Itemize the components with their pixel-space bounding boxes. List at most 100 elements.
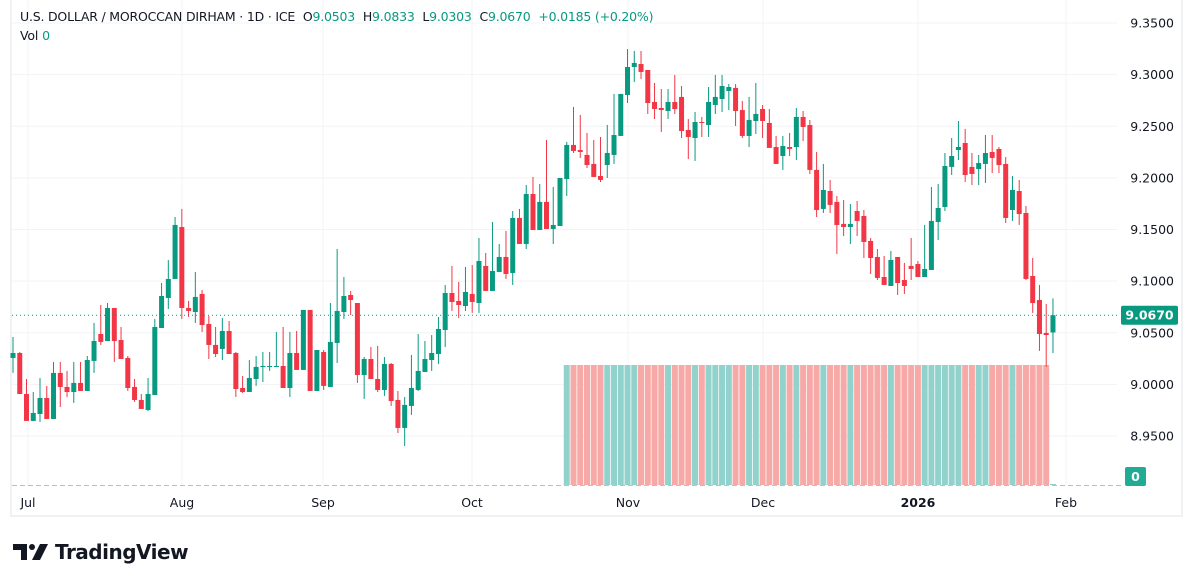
tradingview-logo[interactable]: TradingView [13, 540, 189, 564]
candle-body [841, 223, 847, 228]
candle-body [638, 63, 644, 72]
candle-body [719, 85, 725, 99]
volume-bar [671, 365, 678, 485]
candle-body [827, 190, 833, 205]
logo-text: TradingView [55, 540, 189, 564]
candle-body [935, 208, 941, 222]
volume-bar [746, 365, 753, 485]
candle-body [327, 341, 333, 387]
candle-body [71, 382, 77, 393]
candle-body [253, 366, 259, 380]
price-tick-label: 9.2000 [1130, 170, 1174, 185]
time-tick-label: Oct [461, 495, 483, 510]
symbol-name[interactable]: U.S. DOLLAR / MOROCCAN DIRHAM [20, 9, 236, 24]
price-tick-label: 9.1000 [1130, 274, 1174, 289]
candle-body [672, 101, 678, 110]
candle-body [199, 293, 205, 326]
open-value: 9.0503 [312, 9, 356, 24]
time-tick-label: Sep [311, 495, 335, 510]
candle-body [456, 300, 462, 305]
candle-body [645, 69, 651, 104]
candle-body [105, 307, 111, 342]
price-tick-label: 9.1500 [1130, 222, 1174, 237]
chart-frame [10, 0, 1183, 517]
candle-body [64, 386, 70, 393]
candle-body [787, 147, 793, 149]
candle-body [57, 372, 63, 387]
volume-bar [658, 365, 665, 485]
volume-bar [793, 365, 800, 485]
candle-body [381, 363, 387, 390]
candle-body [1050, 315, 1056, 333]
volume-bar [1022, 365, 1029, 485]
volume-bar [1009, 365, 1016, 485]
volume-bar [712, 365, 719, 485]
candle-body [442, 292, 448, 330]
candle-body [753, 113, 759, 121]
candle-body [388, 363, 394, 401]
tradingview-logo-icon [13, 544, 48, 560]
time-axis[interactable]: Jul Aug Sep Oct Nov Dec 2026 Feb [19, 495, 1077, 510]
price-tick-label: 9.0000 [1130, 377, 1174, 392]
volume-bar [644, 365, 651, 485]
candle-body [233, 352, 239, 390]
candle-body [631, 62, 637, 67]
candle-body [226, 330, 232, 355]
candle-body [874, 256, 880, 278]
price-tick-label: 8.9500 [1130, 429, 1174, 444]
volume-bar [766, 365, 773, 485]
candle-body [726, 87, 732, 91]
volume-bar [692, 365, 699, 485]
candle-body [922, 268, 928, 277]
candle-body [125, 357, 131, 388]
time-tick-label: Jul [19, 495, 35, 510]
candle-body [260, 365, 266, 367]
candle-body [111, 307, 117, 342]
candle-body [712, 96, 718, 105]
candle-body [334, 310, 340, 343]
candle-body [577, 149, 583, 152]
candle-body [814, 169, 820, 210]
candle-body [145, 393, 151, 410]
candle-body [348, 294, 354, 301]
candle-body [928, 220, 934, 270]
candle-body [807, 125, 813, 170]
candle-body [543, 201, 549, 229]
candle-body [44, 398, 50, 419]
last-price-badge: 9.0670 [1121, 305, 1178, 325]
candle-body [598, 176, 604, 180]
close-value: 9.0670 [488, 9, 531, 24]
candle-body [942, 166, 948, 207]
price-tick-label: 9.3000 [1130, 67, 1174, 82]
price-axis[interactable]: 9.3500 9.3000 9.2500 9.2000 9.1500 9.1000 9.05… [1130, 16, 1174, 444]
candle-body [820, 189, 826, 209]
candle-body [354, 303, 360, 375]
volume-bar [847, 365, 854, 485]
candle-body [1043, 332, 1049, 336]
candle-body [496, 256, 502, 272]
volume-bar [874, 365, 881, 485]
candle-body [550, 224, 556, 229]
volume-bar [1036, 365, 1043, 485]
volume-bar [577, 365, 584, 485]
candle-body [895, 256, 901, 283]
candle-body [604, 152, 610, 165]
candle-body [982, 152, 988, 164]
volume-bar [840, 365, 847, 485]
candle-body [98, 333, 104, 342]
candle-body [341, 295, 347, 312]
candle-body [611, 135, 617, 155]
candle-body [537, 201, 543, 231]
price-tick-label: 9.2500 [1130, 119, 1174, 134]
volume-bar [570, 365, 577, 485]
candle-body [280, 365, 286, 388]
separator: · [239, 9, 244, 24]
candle-body [962, 142, 968, 175]
candle-body [483, 265, 489, 291]
volume-badge: 0 [1125, 467, 1146, 486]
candle-body [314, 349, 320, 391]
close-label: C [479, 9, 488, 24]
candle-body [408, 387, 414, 406]
volume-bar [894, 365, 901, 485]
